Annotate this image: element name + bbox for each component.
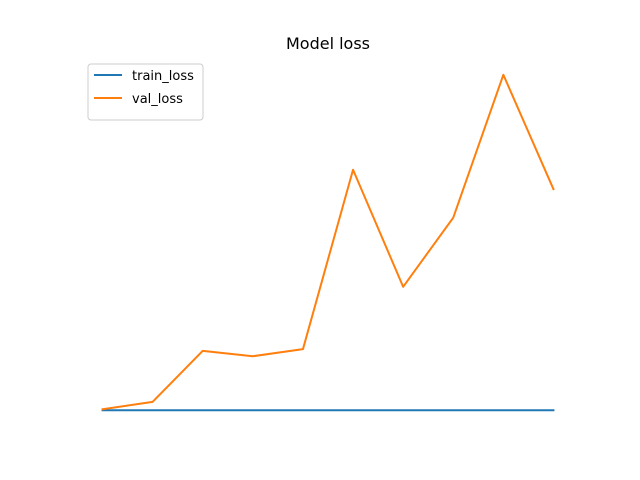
legend-box (87, 63, 204, 121)
plot-area (101, 73, 555, 412)
legend-label-train-loss: train_loss (132, 69, 194, 84)
series-line-val-loss (101, 73, 555, 411)
legend: train_loss val_loss (87, 63, 204, 121)
legend-label-val-loss: val_loss (132, 92, 183, 107)
chart-title: Model loss (286, 34, 370, 53)
